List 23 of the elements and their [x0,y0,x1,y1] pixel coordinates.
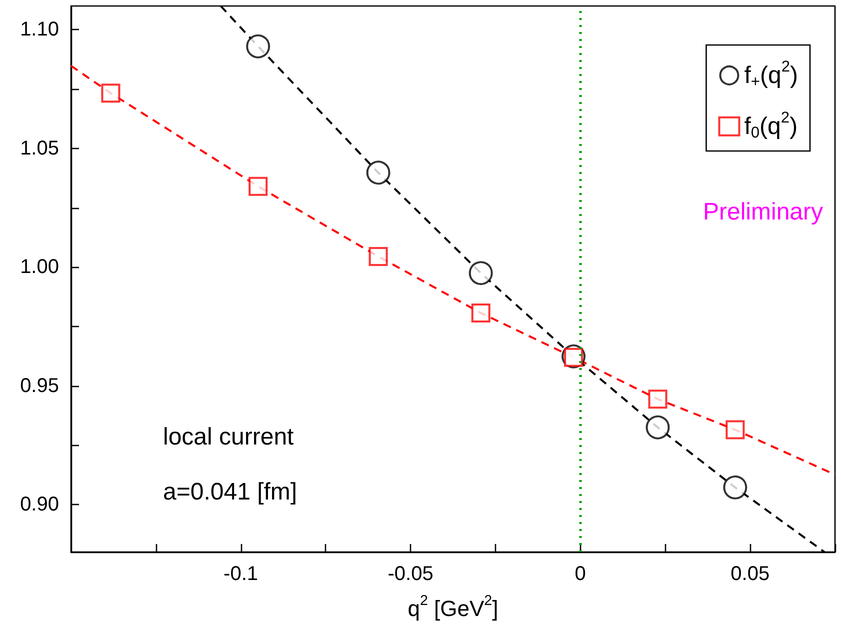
y-tick-label: 1.10 [20,18,59,41]
y-tick-label: 1.05 [20,137,59,160]
y-tick-label: 0.95 [20,374,59,397]
point [648,390,668,409]
point [646,415,670,440]
x-tick-label: 0 [574,563,586,585]
x-tick-label: 0.05 [730,563,770,585]
point [248,176,268,196]
annotation: Preliminary [702,198,824,226]
point [101,84,120,103]
point [723,475,748,500]
point [246,34,270,58]
point [726,420,745,440]
annotation: a=0.041 [fm] [163,478,298,506]
annotation: local current [163,424,294,450]
y-tick-label: 1.00 [20,256,59,278]
point [368,246,388,266]
x-tick-label: -0.05 [388,563,434,585]
point [471,303,490,322]
x-tick-label: -0.1 [224,563,258,585]
point [366,160,390,185]
point [468,261,493,286]
y-tick-label: 0.90 [20,494,59,516]
